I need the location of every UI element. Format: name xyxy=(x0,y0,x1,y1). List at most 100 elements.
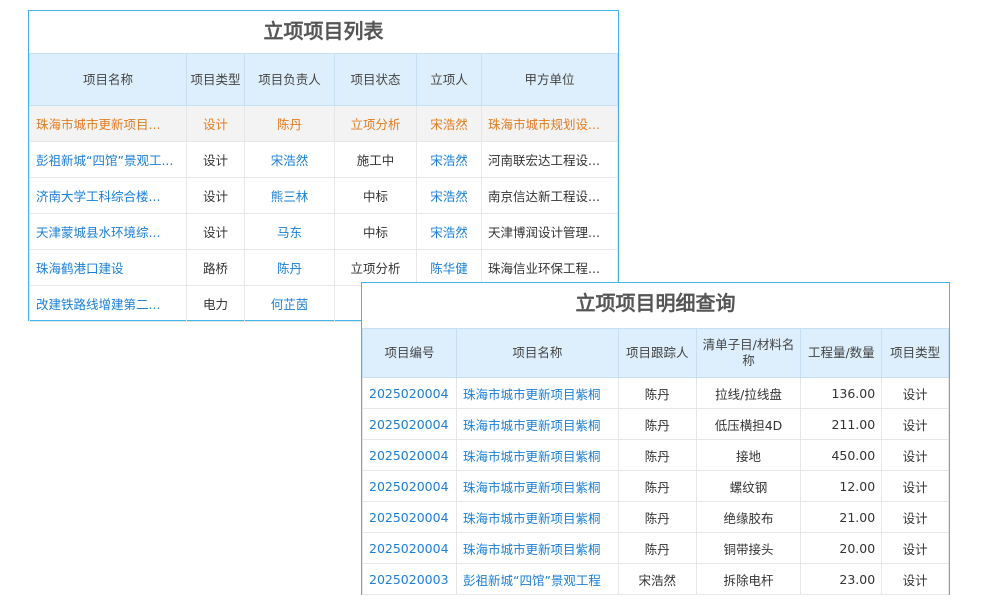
column-header[interactable]: 清单子目/材料名称 xyxy=(695,328,802,378)
table-cell: 21.00 xyxy=(800,501,883,533)
table-cell[interactable]: 2025020004 xyxy=(362,439,457,471)
table-cell: 珠海信业环保工程... xyxy=(481,249,618,286)
table-cell: 设计 xyxy=(881,470,949,502)
table-cell[interactable]: 何芷茵 xyxy=(244,285,335,322)
table-cell[interactable]: 2025020004 xyxy=(362,377,457,409)
table-cell[interactable]: 熊三林 xyxy=(244,177,335,214)
table-cell: 20.00 xyxy=(800,532,883,564)
column-header[interactable]: 项目名称 xyxy=(29,53,187,106)
table-cell: 陈丹 xyxy=(617,439,697,471)
column-header[interactable]: 项目类型 xyxy=(186,53,245,106)
table-row[interactable]: 天津蒙城县水环境综... 设计 马东 中标 宋浩然 天津博润设计管理... xyxy=(29,213,618,250)
project-list-table: 项目名称 项目类型 项目负责人 项目状态 立项人 甲方单位 珠海市城市更新项目... 设计陈… xyxy=(29,53,618,322)
table-row[interactable]: 彭祖新城“四馆”景观工... 设计 宋浩然 施工中 宋浩然 河南联宏达工程设... xyxy=(29,141,618,178)
table-cell: 陈丹 xyxy=(617,501,697,533)
column-header[interactable]: 项目类型 xyxy=(881,328,949,378)
table-cell[interactable]: 2025020003 xyxy=(362,563,457,595)
table-cell: 设计 xyxy=(186,105,245,142)
table-cell[interactable]: 珠海市城市更新项目紫桐 xyxy=(455,532,619,564)
project-detail-table: 项目编号 项目名称 项目跟踪人 清单子目/材料名称 工程量/数量 项目类型 2025020… xyxy=(362,328,949,595)
table-cell: 中标 xyxy=(334,213,417,250)
table-cell[interactable]: 陈丹 xyxy=(244,249,335,286)
table-cell: 宋浩然 xyxy=(617,563,697,595)
table-cell[interactable]: 珠海市城市更新项目紫桐 xyxy=(455,408,619,440)
table-cell[interactable]: 2025020004 xyxy=(362,470,457,502)
table-cell: 河南联宏达工程设... xyxy=(481,141,618,178)
table-row[interactable]: 2025020004 珠海市城市更新项目紫桐 陈丹 拉线/拉线盘 136.00 设计 xyxy=(362,377,949,409)
table-cell[interactable]: 珠海鹤港口建设 xyxy=(29,249,187,286)
table-cell: 铜带接头 xyxy=(695,532,802,564)
table-cell: 施工中 xyxy=(334,141,417,178)
table-cell: 211.00 xyxy=(800,408,883,440)
table-cell[interactable]: 珠海市城市更新项目紫桐 xyxy=(455,439,619,471)
table-cell: 天津博润设计管理... xyxy=(481,213,618,250)
table-cell[interactable]: 2025020004 xyxy=(362,501,457,533)
table-cell[interactable]: 2025020004 xyxy=(362,532,457,564)
column-header[interactable]: 立项人 xyxy=(416,53,482,106)
table-cell: 设计 xyxy=(186,177,245,214)
table-cell: 南京信达新工程设... xyxy=(481,177,618,214)
table-cell: 450.00 xyxy=(800,439,883,471)
project-detail-title: 立项项目明细查询 xyxy=(575,291,736,315)
table-cell: 23.00 xyxy=(800,563,883,595)
table-cell: 陈丹 xyxy=(617,408,697,440)
table-cell[interactable]: 天津蒙城县水环境综... xyxy=(29,213,187,250)
table-cell: 设计 xyxy=(881,408,949,440)
table-cell[interactable]: 珠海市城市更新项目紫桐 xyxy=(455,501,619,533)
table-cell: 设计 xyxy=(881,439,949,471)
table-row[interactable]: 2025020004 珠海市城市更新项目紫桐 陈丹 接地 450.00 设计 xyxy=(362,439,949,471)
table-row[interactable]: 改建铁路线增建第二... 电力 何芷茵 xyxy=(29,285,618,322)
table-cell[interactable]: 彭祖新城“四馆”景观工程 xyxy=(455,563,619,595)
column-header[interactable]: 项目编号 xyxy=(362,328,457,378)
table-row[interactable]: 珠海市城市更新项目... 设计 陈丹 立项分析 宋浩然 珠海市城市规划设... xyxy=(29,105,618,142)
table-cell: 拆除电杆 xyxy=(695,563,802,595)
table-cell[interactable]: 宋浩然 xyxy=(244,141,335,178)
table-cell: 珠海市城市规划设... xyxy=(481,105,618,142)
table-cell[interactable]: 宋浩然 xyxy=(416,105,482,142)
column-header[interactable]: 项目状态 xyxy=(334,53,417,106)
column-header[interactable]: 甲方单位 xyxy=(481,53,618,106)
table-cell: 设计 xyxy=(881,377,949,409)
table-cell: 螺纹钢 xyxy=(695,470,802,502)
table-cell[interactable]: 2025020004 xyxy=(362,408,457,440)
project-list-panel: 立项项目列表 项目名称 项目类型 项目负责人 项目状态 立项人 甲方单位 珠海市城市更新项… xyxy=(28,10,619,322)
table-cell: 立项分析 xyxy=(334,105,417,142)
table-cell: 低压横担4D xyxy=(695,408,802,440)
table-cell: 接地 xyxy=(695,439,802,471)
table-row[interactable]: 2025020004 珠海市城市更新项目紫桐 陈丹 铜带接头 20.00 设计 xyxy=(362,532,949,564)
table-cell: 立项分析 xyxy=(334,249,417,286)
table-cell[interactable]: 济南大学工科综合楼... xyxy=(29,177,187,214)
table-cell[interactable]: 陈丹 xyxy=(244,105,335,142)
table-cell[interactable]: 改建铁路线增建第二... xyxy=(29,285,187,322)
table-cell: 中标 xyxy=(334,177,417,214)
table-cell: 陈丹 xyxy=(617,377,697,409)
table-cell: 设计 xyxy=(186,141,245,178)
table-cell[interactable]: 珠海市城市更新项目... xyxy=(29,105,187,142)
table-cell[interactable]: 宋浩然 xyxy=(416,177,482,214)
column-header[interactable]: 项目跟踪人 xyxy=(617,328,697,378)
table-row[interactable]: 2025020003 彭祖新城“四馆”景观工程 宋浩然 拆除电杆 23.00 设计 xyxy=(362,563,949,595)
table-cell[interactable]: 宋浩然 xyxy=(416,141,482,178)
table-cell: 路桥 xyxy=(186,249,245,286)
table-cell[interactable]: 彭祖新城“四馆”景观工... xyxy=(29,141,187,178)
table-row[interactable]: 2025020004 珠海市城市更新项目紫桐 陈丹 低压横担4D 211.00 设计 xyxy=(362,408,949,440)
table-row[interactable]: 2025020004 珠海市城市更新项目紫桐 陈丹 螺纹钢 12.00 设计 xyxy=(362,470,949,502)
table-cell: 陈丹 xyxy=(617,470,697,502)
column-header[interactable]: 项目名称 xyxy=(455,328,619,378)
project-detail-panel: 立项项目明细查询 项目编号 项目名称 项目跟踪人 清单子目/材料名称 工程量/数量 项目类… xyxy=(361,282,950,595)
table-cell[interactable]: 宋浩然 xyxy=(416,213,482,250)
table-row[interactable]: 珠海鹤港口建设 路桥 陈丹 立项分析 陈华健 珠海信业环保工程... xyxy=(29,249,618,286)
table-row[interactable]: 2025020004 珠海市城市更新项目紫桐 陈丹 绝缘胶布 21.00 设计 xyxy=(362,501,949,533)
table-row[interactable]: 济南大学工科综合楼... 设计 熊三林 中标 宋浩然 南京信达新工程设... xyxy=(29,177,618,214)
table-cell: 电力 xyxy=(186,285,245,322)
table-cell[interactable]: 陈华健 xyxy=(416,249,482,286)
column-header[interactable]: 项目负责人 xyxy=(244,53,335,106)
table-cell: 设计 xyxy=(881,532,949,564)
column-header[interactable]: 工程量/数量 xyxy=(800,328,883,378)
table-cell[interactable]: 珠海市城市更新项目紫桐 xyxy=(455,377,619,409)
table-cell: 12.00 xyxy=(800,470,883,502)
table-cell[interactable]: 马东 xyxy=(244,213,335,250)
table-cell: 陈丹 xyxy=(617,532,697,564)
table-cell: 拉线/拉线盘 xyxy=(695,377,802,409)
table-cell[interactable]: 珠海市城市更新项目紫桐 xyxy=(455,470,619,502)
